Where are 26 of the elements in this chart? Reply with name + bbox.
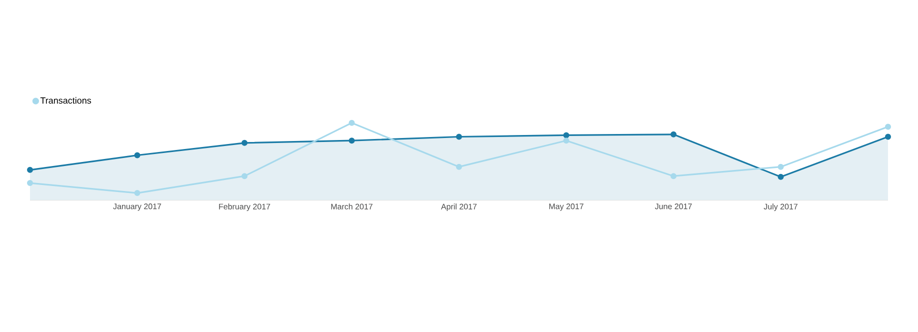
point — [563, 132, 570, 138]
x-tick-label: May 2017 — [549, 204, 584, 211]
point — [778, 164, 784, 170]
x-tick-label: April 2017 — [441, 204, 477, 211]
point — [134, 190, 140, 196]
x-tick-label: January 2017 — [113, 204, 162, 211]
point — [348, 138, 355, 144]
x-tick-label: June 2017 — [654, 204, 692, 210]
point — [885, 134, 892, 140]
legend-label: Transactions — [40, 97, 92, 104]
x-tick-label: March 2017 — [331, 204, 372, 210]
point — [885, 124, 892, 130]
point — [242, 173, 248, 180]
point — [778, 174, 784, 180]
point — [456, 164, 462, 170]
point — [456, 134, 462, 140]
point — [27, 180, 34, 186]
x-tick-label: July 2017 — [764, 204, 798, 211]
x-tick-label: February 2017 — [219, 204, 270, 211]
point — [563, 138, 570, 144]
point — [134, 152, 140, 158]
point — [670, 131, 677, 138]
point — [27, 166, 34, 173]
point — [670, 173, 677, 180]
point — [242, 140, 248, 146]
point — [348, 120, 355, 126]
